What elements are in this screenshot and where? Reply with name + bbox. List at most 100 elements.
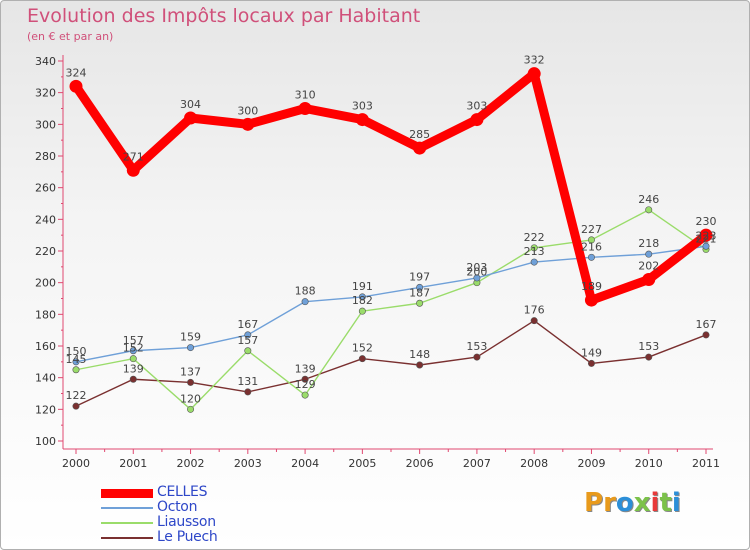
- legend-swatch: [101, 507, 153, 509]
- logo-letter: o: [615, 488, 634, 518]
- data-label-celles: 324: [66, 66, 87, 79]
- point-octon: [530, 258, 538, 266]
- data-label-liausson: 152: [123, 342, 144, 355]
- data-label-octon: 223: [696, 229, 717, 242]
- point-le-puech: [473, 353, 481, 361]
- legend-item-octon: Octon: [101, 500, 301, 515]
- point-liausson: [129, 355, 137, 363]
- data-label-liausson: 120: [180, 392, 201, 405]
- data-label-octon: 213: [524, 245, 545, 258]
- series-line-le-puech: [75, 319, 707, 407]
- logo-letter: i: [671, 488, 681, 518]
- data-label-celles: 230: [696, 215, 717, 228]
- series-line-liausson: [75, 209, 707, 411]
- y-tick-label: 280: [35, 150, 56, 163]
- point-le-puech: [587, 359, 595, 367]
- data-label-liausson: 227: [581, 223, 602, 236]
- point-celles: [184, 111, 198, 125]
- y-tick-label: 120: [35, 403, 56, 416]
- data-label-le-puech: 153: [466, 340, 487, 353]
- point-le-puech: [129, 375, 137, 383]
- point-octon: [587, 253, 595, 261]
- series-line-octon: [75, 245, 707, 363]
- data-label-octon: 188: [295, 285, 316, 298]
- point-liausson: [530, 244, 538, 252]
- logo-letter: x: [633, 488, 651, 518]
- data-label-octon: 203: [466, 261, 487, 274]
- point-celles: [126, 163, 140, 177]
- data-label-liausson: 187: [409, 286, 430, 299]
- point-celles: [584, 293, 598, 307]
- point-le-puech: [187, 378, 195, 386]
- data-label-liausson: 200: [466, 266, 487, 279]
- data-label-celles: 332: [524, 54, 545, 67]
- logo-letter: P: [584, 488, 604, 518]
- data-label-liausson: 157: [237, 334, 258, 347]
- x-tick-label: 2007: [463, 457, 491, 470]
- point-celles: [470, 113, 484, 127]
- data-label-celles: 285: [409, 128, 430, 141]
- proxiti-logo: Proxiti: [584, 488, 681, 518]
- point-octon: [416, 283, 424, 291]
- data-label-octon: 150: [66, 345, 87, 358]
- logo-letter: t: [659, 488, 672, 518]
- data-label-le-puech: 149: [581, 346, 602, 359]
- data-label-octon: 218: [638, 237, 659, 250]
- point-celles: [241, 117, 255, 131]
- data-label-le-puech: 152: [352, 342, 373, 355]
- data-label-octon: 191: [352, 280, 373, 293]
- y-tick-label: 320: [35, 87, 56, 100]
- point-octon: [72, 358, 80, 366]
- data-label-octon: 197: [409, 270, 430, 283]
- point-liausson: [244, 347, 252, 355]
- point-le-puech: [530, 317, 538, 325]
- x-tick-label: 2000: [62, 457, 90, 470]
- legend-item-liausson: Liausson: [101, 515, 301, 530]
- x-tick-label: 2006: [406, 457, 434, 470]
- legend-swatch: [101, 537, 153, 539]
- data-label-octon: 216: [581, 240, 602, 253]
- data-label-le-puech: 153: [638, 340, 659, 353]
- point-le-puech: [358, 355, 366, 363]
- x-tick-label: 2010: [635, 457, 663, 470]
- data-label-octon: 157: [123, 334, 144, 347]
- point-le-puech: [416, 361, 424, 369]
- point-le-puech: [72, 402, 80, 410]
- legend-label: Liausson: [157, 514, 216, 530]
- point-octon: [702, 242, 710, 250]
- legend-label: Octon: [157, 499, 198, 515]
- legend-label: Le Puech: [157, 529, 218, 545]
- point-octon: [473, 274, 481, 282]
- data-label-celles: 310: [295, 89, 316, 102]
- y-tick-label: 340: [35, 55, 56, 68]
- y-tick-label: 300: [35, 118, 56, 131]
- data-label-celles: 189: [581, 280, 602, 293]
- y-tick-label: 180: [35, 308, 56, 321]
- series-line-celles: [71, 69, 711, 305]
- data-label-liausson: 182: [352, 294, 373, 307]
- point-celles: [298, 102, 312, 115]
- x-tick-label: 2003: [234, 457, 262, 470]
- data-label-le-puech: 176: [524, 304, 545, 317]
- x-tick-label: 2011: [692, 457, 720, 470]
- y-tick-label: 240: [35, 213, 56, 226]
- point-celles: [413, 141, 427, 155]
- y-tick-label: 140: [35, 372, 56, 385]
- point-octon: [244, 331, 252, 339]
- point-octon: [129, 347, 137, 355]
- point-liausson: [587, 236, 595, 244]
- data-label-liausson: 145: [66, 353, 87, 366]
- point-le-puech: [702, 331, 710, 339]
- point-celles: [69, 79, 83, 93]
- point-celles: [527, 67, 541, 81]
- data-label-le-puech: 148: [409, 348, 430, 361]
- data-label-le-puech: 139: [123, 362, 144, 375]
- data-label-celles: 304: [180, 98, 201, 111]
- legend-item-celles: CELLES: [101, 485, 301, 500]
- x-tick-label: 2001: [119, 457, 147, 470]
- legend-swatch: [101, 488, 153, 498]
- point-celles: [642, 273, 656, 286]
- x-tick-label: 2002: [177, 457, 205, 470]
- data-label-le-puech: 131: [237, 375, 258, 388]
